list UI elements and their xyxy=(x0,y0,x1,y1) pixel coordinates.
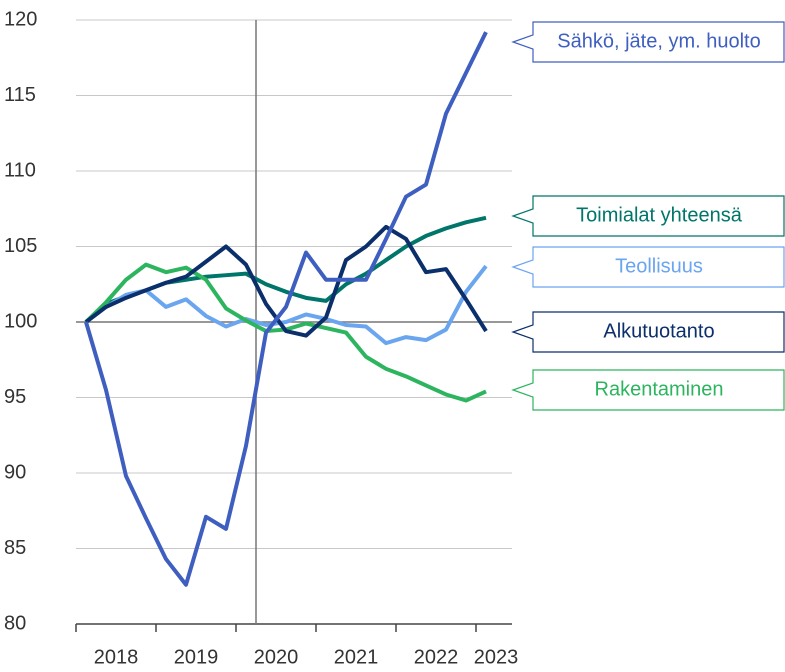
y-tick-label: 105 xyxy=(4,235,37,257)
legend-box xyxy=(511,369,785,411)
y-tick-label: 80 xyxy=(4,612,26,634)
x-tick-label: 2021 xyxy=(334,646,379,668)
series-line xyxy=(84,224,488,338)
x-tick-label: 2023 xyxy=(474,646,519,668)
y-tick-label: 120 xyxy=(4,8,37,30)
series-line xyxy=(84,31,488,587)
y-tick-label: 85 xyxy=(4,537,26,559)
legend-label: Sähkö, jäte, ym. huolto xyxy=(557,30,760,52)
legend-label: Rakentaminen xyxy=(595,378,724,400)
y-tick-label: 100 xyxy=(4,310,37,332)
legend-label: Teollisuus xyxy=(615,255,703,277)
y-tick-label: 90 xyxy=(4,461,26,483)
x-tick-label: 2020 xyxy=(254,646,299,668)
legend-label: Toimialat yhteensä xyxy=(576,204,743,226)
legend-box xyxy=(511,21,785,63)
series-line xyxy=(84,264,488,346)
legend-label: Alkutuotanto xyxy=(603,320,714,342)
legend-box xyxy=(511,246,785,288)
x-tick-label: 2022 xyxy=(414,646,459,668)
y-tick-label: 110 xyxy=(4,159,36,181)
x-tick-label: 2018 xyxy=(94,646,139,668)
y-tick-label: 115 xyxy=(4,84,36,106)
legend-box xyxy=(511,195,785,237)
y-tick-label: 95 xyxy=(4,386,26,408)
legend-box xyxy=(511,311,785,353)
x-tick-label: 2019 xyxy=(174,646,219,668)
